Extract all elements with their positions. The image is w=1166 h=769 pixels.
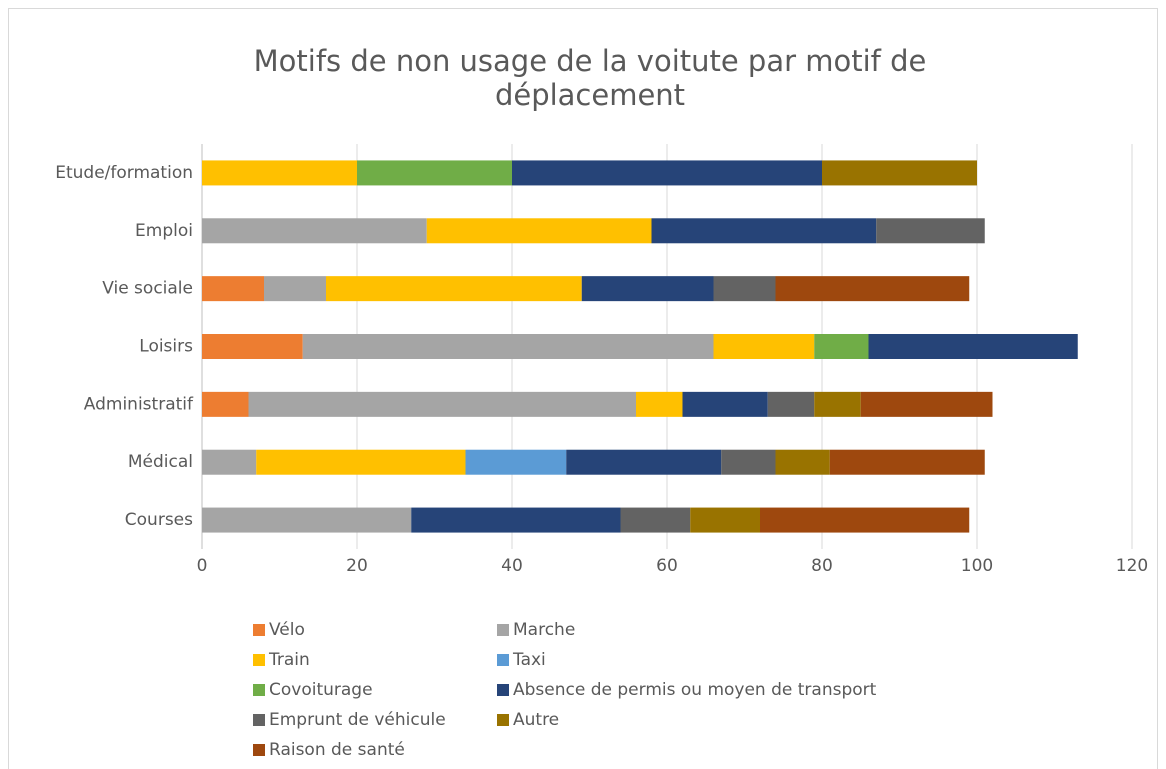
chart-title: Motifs de non usage de la voitute par mo… — [253, 44, 927, 112]
legend-swatch — [253, 714, 265, 726]
bar-segment — [860, 391, 993, 417]
bar-segment — [829, 449, 985, 475]
x-tick-label: 0 — [197, 556, 208, 576]
legend-label: Taxi — [512, 650, 546, 670]
bar-segment — [302, 334, 714, 359]
bar-segment — [202, 449, 257, 475]
legend-label: Emprunt de véhicule — [269, 710, 446, 730]
bar-segment — [357, 160, 512, 186]
bar-segment — [767, 391, 815, 417]
bar-segment — [202, 391, 249, 417]
x-tick-label: 100 — [961, 556, 993, 576]
bar-segment — [202, 218, 427, 244]
legend-swatch — [497, 684, 509, 696]
x-tick-label: 120 — [1116, 556, 1148, 576]
bar-segment — [760, 507, 970, 533]
y-tick-label: Emploi — [135, 221, 193, 241]
bar-segment — [814, 334, 869, 359]
bar-segment — [465, 449, 567, 475]
bar-segment — [682, 391, 768, 417]
bar-segment — [426, 218, 652, 244]
y-tick-label: Médical — [128, 452, 193, 472]
bar-segment — [202, 334, 303, 359]
legend-label: Autre — [513, 710, 559, 730]
y-tick-label: Courses — [125, 510, 193, 530]
bar-segment — [651, 218, 877, 244]
bar-segment — [868, 334, 1078, 359]
bar-segment — [822, 160, 977, 186]
y-tick-label: Etude/formation — [55, 163, 193, 183]
bar-segment — [713, 334, 815, 359]
bar-segment — [512, 160, 822, 186]
bar-segment — [721, 449, 776, 475]
bar-segment — [202, 276, 264, 302]
legend-label: Absence de permis ou moyen de transport — [513, 680, 877, 700]
bar-segment — [775, 449, 830, 475]
legend-swatch — [253, 744, 265, 756]
legend-label: Train — [268, 650, 310, 670]
bar-segment — [690, 507, 760, 533]
y-tick-label: Administratif — [84, 394, 194, 414]
y-tick-label: Vie sociale — [102, 279, 193, 299]
bar-segment — [326, 276, 582, 302]
bar-segment — [264, 276, 326, 302]
bar-segment — [876, 218, 985, 244]
bar-segment — [566, 449, 722, 475]
x-tick-label: 20 — [346, 556, 368, 576]
bar-segment — [202, 160, 357, 186]
bar-segment — [636, 391, 683, 417]
bar-segment — [202, 507, 412, 533]
legend-label: Covoiturage — [269, 680, 373, 700]
bar-segment — [713, 276, 776, 302]
legend-label: Raison de santé — [269, 740, 405, 760]
legend-swatch — [497, 714, 509, 726]
legend-swatch — [253, 684, 265, 696]
bar-segment — [411, 507, 621, 533]
legend-swatch — [497, 654, 509, 666]
bar-segment — [581, 276, 714, 302]
legend-label: Marche — [513, 620, 575, 640]
x-tick-label: 60 — [656, 556, 678, 576]
bar-segment — [620, 507, 691, 533]
bar-segment — [775, 276, 970, 302]
bar-segment — [814, 391, 861, 417]
y-tick-label: Loisirs — [139, 337, 193, 357]
legend-label: Vélo — [269, 620, 305, 640]
legend-swatch — [253, 624, 265, 636]
bar-segment — [248, 391, 636, 417]
legend-swatch — [497, 624, 509, 636]
legend-swatch — [253, 654, 265, 666]
bar-segment — [256, 449, 466, 475]
x-tick-label: 40 — [501, 556, 523, 576]
x-tick-label: 80 — [811, 556, 833, 576]
chart-frame — [8, 8, 1158, 769]
